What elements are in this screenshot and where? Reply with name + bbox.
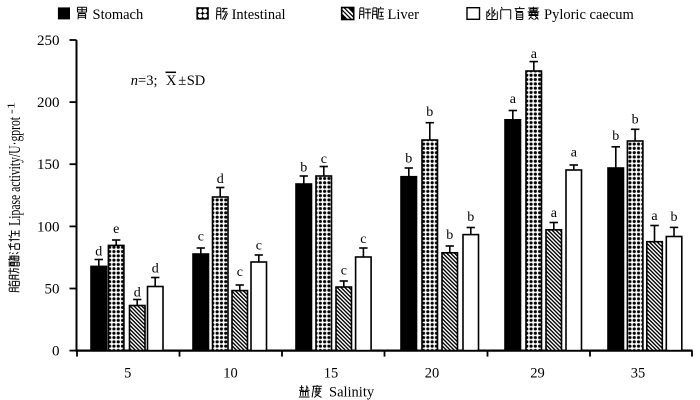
svg-text:Stomach: Stomach — [93, 7, 144, 23]
svg-text:b: b — [405, 152, 412, 167]
svg-text:29: 29 — [530, 366, 545, 382]
svg-text:b: b — [446, 228, 453, 243]
svg-text:a: a — [551, 206, 558, 221]
svg-text:Liver: Liver — [388, 7, 420, 23]
svg-text:SD: SD — [187, 73, 206, 89]
svg-text:c: c — [321, 152, 327, 167]
svg-text:d: d — [217, 172, 224, 187]
svg-text:a: a — [531, 47, 538, 62]
svg-text:d: d — [134, 286, 141, 301]
svg-text:150: 150 — [37, 157, 60, 173]
svg-text:X: X — [166, 73, 177, 89]
svg-text:0: 0 — [52, 344, 60, 360]
svg-text:c: c — [360, 232, 366, 247]
svg-text:200: 200 — [37, 95, 60, 111]
svg-text:-1: -1 — [6, 102, 18, 114]
svg-text:20: 20 — [425, 366, 440, 382]
svg-text:Intestinal: Intestinal — [232, 7, 286, 23]
svg-text:c: c — [256, 239, 262, 254]
svg-text:d: d — [152, 262, 159, 277]
svg-text:10: 10 — [223, 366, 238, 382]
svg-text:c: c — [237, 265, 243, 280]
svg-text:Pyloric caecum: Pyloric caecum — [544, 7, 635, 23]
svg-text:b: b — [671, 210, 678, 225]
svg-text:b: b — [300, 161, 307, 176]
svg-text:a: a — [571, 146, 578, 161]
svg-text:b: b — [467, 210, 474, 225]
svg-text:250: 250 — [37, 33, 60, 49]
svg-text:b: b — [632, 113, 639, 128]
svg-text:d: d — [95, 245, 102, 260]
svg-text:n=3;: n=3; — [131, 73, 158, 89]
svg-text:Salinity: Salinity — [329, 385, 375, 400]
svg-text:b: b — [426, 105, 433, 120]
svg-text:b: b — [612, 129, 619, 144]
svg-text:a: a — [510, 92, 517, 107]
svg-text:c: c — [341, 264, 347, 279]
svg-text:Lipase activity/U·gprot: Lipase activity/U·gprot — [5, 117, 24, 226]
svg-text:50: 50 — [45, 282, 60, 298]
svg-text:5: 5 — [124, 366, 131, 382]
svg-text:a: a — [651, 209, 658, 224]
svg-text:e: e — [113, 222, 119, 237]
svg-text:100: 100 — [37, 219, 60, 235]
svg-text:35: 35 — [631, 366, 646, 382]
svg-text:15: 15 — [324, 366, 339, 382]
svg-text:±: ± — [178, 73, 186, 89]
svg-text:c: c — [198, 230, 204, 245]
